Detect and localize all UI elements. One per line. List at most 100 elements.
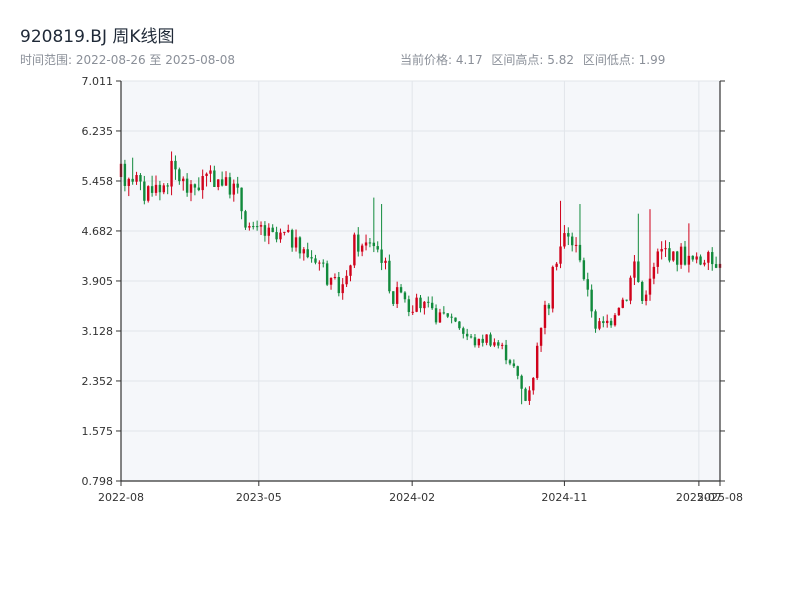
candle-body <box>380 249 383 263</box>
y-tick-label: 2.352 <box>82 375 114 388</box>
candle-body <box>345 275 348 285</box>
candle-body <box>384 260 387 263</box>
candle-body <box>248 226 251 228</box>
candle-body <box>434 308 438 323</box>
candle-body <box>287 230 290 232</box>
candle-body <box>407 299 411 313</box>
x-tick-label: 2024-02 <box>389 491 435 504</box>
candle-body <box>621 299 624 308</box>
candle-body <box>485 334 488 343</box>
x-tick-label: 2024-11 <box>541 491 587 504</box>
candle-body <box>454 317 457 322</box>
candle-body <box>473 337 477 346</box>
candle-body <box>711 252 714 265</box>
candle-body <box>637 261 640 282</box>
candle-body <box>353 234 356 266</box>
candle-body <box>687 255 691 265</box>
x-tick-label: 2025-07 <box>676 491 722 504</box>
candle-body <box>567 233 570 237</box>
candle-body <box>197 187 200 191</box>
candle-body <box>123 163 127 186</box>
candle-body <box>543 304 547 328</box>
candle-body <box>263 225 267 236</box>
period-high-text: 区间高点: 5.82 <box>491 53 574 67</box>
candle-body <box>520 375 523 389</box>
candle-body <box>259 225 263 227</box>
candle-body <box>644 294 648 301</box>
candle-body <box>364 242 368 246</box>
candle-body <box>512 363 516 367</box>
candle-body <box>504 344 508 361</box>
candle-body <box>388 260 391 292</box>
candle-body <box>578 244 582 261</box>
candle-body <box>699 256 702 265</box>
candle-body <box>427 301 430 303</box>
current-price-text: 当前价格: 4.17 <box>400 53 483 67</box>
candle-body <box>423 301 426 309</box>
candle-body <box>660 249 663 252</box>
candle-body <box>574 244 578 246</box>
candle-body <box>213 170 216 187</box>
candle-body <box>446 313 449 317</box>
candle-body <box>267 227 271 236</box>
candle-body <box>617 307 621 316</box>
candle-body <box>563 233 566 247</box>
candle-body <box>298 237 302 254</box>
candle-body <box>707 252 710 263</box>
candle-body <box>209 170 212 174</box>
candle-body <box>306 249 309 258</box>
candle-body <box>430 302 434 309</box>
candle-body <box>590 289 593 312</box>
candle-body <box>477 338 481 346</box>
candle-body <box>139 175 142 182</box>
x-tick-label: 2023-05 <box>236 491 282 504</box>
candle-body <box>302 249 306 254</box>
candle-body <box>162 185 165 193</box>
chart-title: 920819.BJ 周K线图 <box>20 27 175 47</box>
candle-body <box>368 242 372 244</box>
candle-body <box>224 177 228 186</box>
candle-body <box>399 287 403 293</box>
candle-body <box>613 315 617 326</box>
candle-body <box>329 277 333 285</box>
candle-body <box>244 211 247 228</box>
candle-body <box>174 160 177 170</box>
candle-body <box>337 276 341 294</box>
candle-body <box>458 321 461 329</box>
candle-body <box>648 278 652 295</box>
price-stats: 当前价格: 4.17 区间高点: 5.82 区间低点: 1.99 <box>400 51 670 68</box>
candle-body <box>602 321 605 324</box>
candle-body <box>679 246 683 265</box>
candle-body <box>500 344 504 346</box>
candle-body <box>372 242 376 247</box>
candle-body <box>465 333 469 337</box>
candle-body <box>395 287 399 304</box>
candle-body <box>691 255 694 260</box>
candle-body <box>524 388 527 401</box>
candle-body <box>185 178 189 193</box>
candle-body <box>570 236 574 246</box>
candle-body <box>294 237 298 248</box>
candle-body <box>143 181 146 201</box>
candle-body <box>170 160 173 187</box>
candle-body <box>516 366 519 376</box>
y-tick-label: 4.682 <box>82 225 114 238</box>
candle-body <box>182 178 185 182</box>
candle-body <box>489 334 492 346</box>
y-tick-label: 3.128 <box>82 325 114 338</box>
x-tick-label: 2025-08 <box>697 491 743 504</box>
candle-body <box>497 342 500 346</box>
candle-body <box>528 390 531 401</box>
candle-body <box>683 246 687 265</box>
y-tick-label: 3.905 <box>82 275 114 288</box>
candle-body <box>652 266 656 279</box>
candle-body <box>714 264 718 268</box>
candle-body <box>403 292 407 300</box>
candle-body <box>271 227 274 233</box>
candle-body <box>703 262 706 265</box>
candle-body <box>609 320 613 326</box>
candle-body <box>481 338 484 343</box>
candle-body <box>150 186 154 193</box>
candle-body <box>255 226 259 228</box>
x-tick-label: 2022-08 <box>98 491 144 504</box>
